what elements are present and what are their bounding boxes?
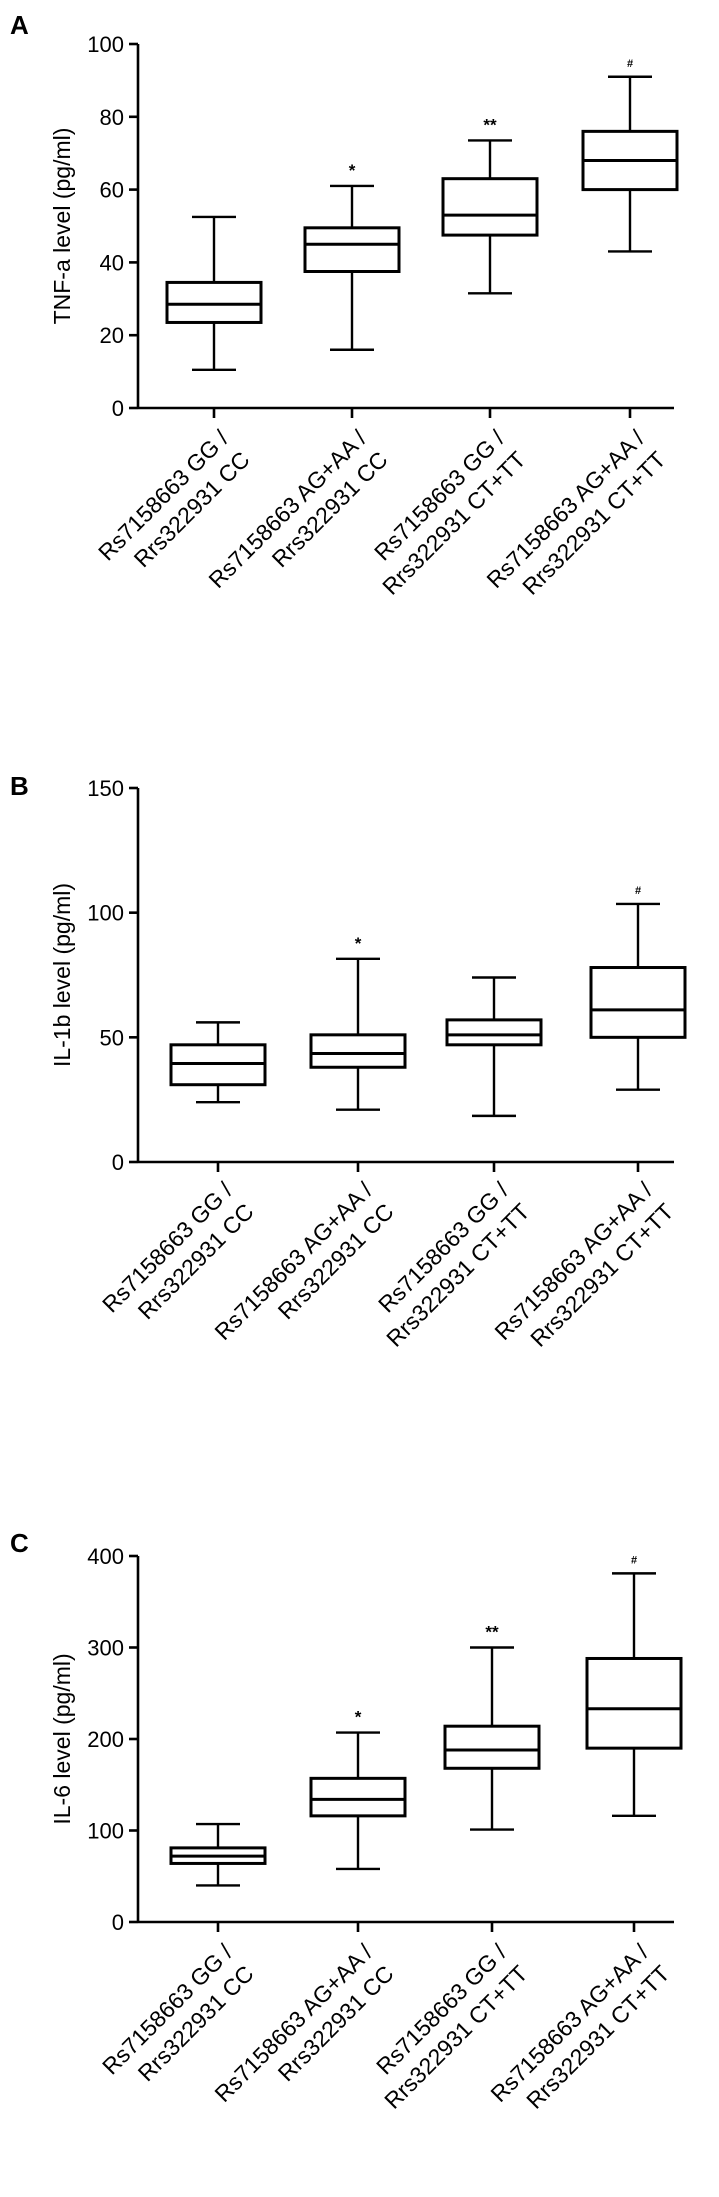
iqr-box: [441, 177, 539, 237]
significance-marker: #: [635, 885, 641, 897]
y-tick-label: 200: [87, 1727, 124, 1752]
y-tick-label: 150: [87, 776, 124, 801]
panel-b: B IL-1b level (pg/ml) 0 50 100 150 Rs7158663 G…: [10, 771, 687, 1352]
box-3: **Rs7158663 GG /Rrs322931 CT+TT: [369, 115, 539, 600]
box-4: #Rs7158663 AG+AA /Rrs322931 CT+TT: [489, 885, 687, 1352]
panel-letter: A: [10, 10, 29, 40]
box-4: #Rs7158663 AG+AA /Rrs322931 CT+TT: [485, 1554, 683, 2114]
significance-marker: *: [355, 934, 362, 953]
y-tick-label: 100: [87, 32, 124, 57]
y-tick-label: 80: [100, 105, 124, 130]
box-1: Rs7158663 GG /Rrs322931 CC: [97, 1021, 267, 1324]
box-3: **Rs7158663 GG /Rrs322931 CT+TT: [371, 1623, 541, 2114]
iqr-box: [585, 1656, 683, 1750]
significance-marker: *: [349, 161, 356, 180]
iqr-box: [165, 280, 263, 324]
y-tick-label: 100: [87, 1819, 124, 1844]
iqr-box: [443, 1724, 541, 1770]
y-axis-title: TNF-a level (pg/ml): [49, 128, 75, 325]
panel-letter: B: [10, 771, 29, 801]
iqr-box: [445, 1018, 543, 1047]
y-axis-title: IL-1b level (pg/ml): [49, 883, 75, 1067]
iqr-box: [309, 1033, 407, 1069]
y-tick-label: 300: [87, 1636, 124, 1661]
significance-marker: #: [631, 1554, 637, 1566]
y-tick-label: 100: [87, 901, 124, 926]
significance-marker: **: [485, 1623, 499, 1642]
y-tick-label: 20: [100, 323, 124, 348]
y-tick-label: 60: [100, 178, 124, 203]
significance-marker: **: [483, 115, 497, 134]
y-tick-label: 400: [87, 1544, 124, 1569]
y-tick-label: 0: [112, 1910, 124, 1935]
y-tick-label: 50: [100, 1025, 124, 1050]
y-tick-label: 40: [100, 250, 124, 275]
y-axis-title: IL-6 level (pg/ml): [49, 1653, 75, 1824]
panel-c: CIL-6 level (pg/ml)0100200300400Rs715866…: [10, 1528, 683, 2114]
y-tick-label: 0: [112, 1150, 124, 1175]
significance-marker: #: [627, 58, 633, 70]
iqr-box: [589, 966, 687, 1039]
panel-letter: C: [10, 1528, 29, 1558]
iqr-box: [303, 226, 401, 274]
y-tick-label: 0: [112, 396, 124, 421]
significance-marker: *: [355, 1708, 362, 1727]
iqr-box: [309, 1776, 407, 1818]
